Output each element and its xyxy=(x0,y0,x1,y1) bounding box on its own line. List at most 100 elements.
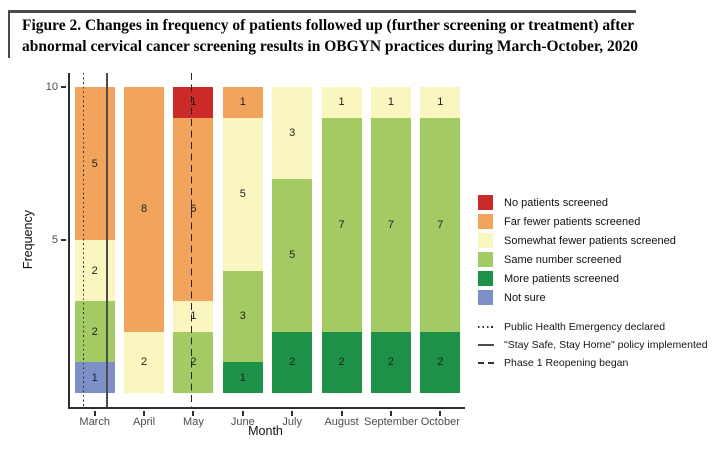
plot-panel: 1 2 2 5 March 2 8 April 2 1 6 1 May 1 3 5 1 June 2 5 3 July 2 7… xyxy=(46,73,465,428)
legend-line-label: Public Health Emergency declared xyxy=(504,321,666,333)
bar-segment-value: 2 xyxy=(437,356,444,369)
vline-solid xyxy=(106,73,109,407)
bar-segment-value: 1 xyxy=(190,310,197,323)
bar-segment: 1 xyxy=(420,87,461,118)
legend-swatch xyxy=(478,252,493,267)
bar-segment-value: 7 xyxy=(437,218,444,231)
bar-segment-value: 7 xyxy=(387,218,394,231)
bar-segment: 2 xyxy=(74,240,115,302)
legend-item: Somewhat fewer patients screened xyxy=(478,231,676,250)
bar-segment: 1 xyxy=(321,87,362,118)
bar-segment-value: 1 xyxy=(190,96,197,109)
x-axis-title: Month xyxy=(248,424,283,438)
x-tick-label: June xyxy=(230,416,255,428)
legend-label: Far fewer patients screened xyxy=(504,215,641,228)
legend-swatch xyxy=(478,214,493,229)
bar-segment-value: 7 xyxy=(338,218,345,231)
legend-item: No patients screened xyxy=(478,193,676,212)
y-axis-tick xyxy=(61,86,66,88)
figure-title-line1: Figure 2. Changes in frequency of patien… xyxy=(22,17,635,34)
x-axis-tick xyxy=(93,411,96,416)
bar-segment-value: 5 xyxy=(239,188,246,201)
bar-segment-value: 2 xyxy=(387,356,394,369)
bar-segment: 2 xyxy=(420,331,461,393)
bar-segment-value: 2 xyxy=(289,356,296,369)
bar-segment: 3 xyxy=(272,87,313,179)
legend-line-item: Phase 1 Reopening began xyxy=(478,354,708,372)
dotted-line-icon xyxy=(478,326,494,328)
x-axis-tick xyxy=(291,411,294,416)
legend-label: Same number screened xyxy=(504,253,622,266)
bar-segment-value: 2 xyxy=(338,356,345,369)
x-axis-tick xyxy=(340,411,343,416)
bar-segment: 2 xyxy=(272,331,313,393)
figure-title-line2: abnormal cervical cancer screening resul… xyxy=(22,38,639,55)
bar-segment: 5 xyxy=(272,178,313,332)
x-axis-tick xyxy=(439,411,442,416)
x-tick-label: September xyxy=(364,416,418,428)
legend-label: Somewhat fewer patients screened xyxy=(504,234,676,247)
legend-item: More patients screened xyxy=(478,269,676,288)
vline-dashed xyxy=(190,73,193,407)
legend-swatch xyxy=(478,195,493,210)
legend-swatch xyxy=(478,271,493,286)
y-axis-tick xyxy=(61,239,66,241)
bar-segment-value: 1 xyxy=(91,371,98,384)
bar-segment: 2 xyxy=(173,331,214,393)
legend-line-label: "Stay Safe, Stay Home" policy implemente… xyxy=(504,339,708,351)
legend-label: More patients screened xyxy=(504,272,619,285)
legend-series: No patients screened Far fewer patients s… xyxy=(478,193,676,307)
legend-lines: Public Health Emergency declared "Stay Sa… xyxy=(478,318,708,372)
bar-segment-value: 6 xyxy=(190,203,197,216)
bar-segment-value: 2 xyxy=(91,325,98,338)
x-tick-label: August xyxy=(324,416,359,428)
bar-segment: 2 xyxy=(321,331,362,393)
bar-segment: 1 xyxy=(370,87,411,118)
bar-segment-value: 2 xyxy=(190,356,197,369)
bar-segment: 1 xyxy=(173,301,214,332)
bar-segment: 7 xyxy=(420,117,461,332)
x-tick-label: October xyxy=(420,416,460,428)
bar-segment: 2 xyxy=(124,331,165,393)
bar-segment-value: 2 xyxy=(91,264,98,277)
bar-segment-value: 1 xyxy=(437,96,444,109)
legend-swatch xyxy=(478,290,493,305)
bar-segment-value: 5 xyxy=(289,249,296,262)
y-tick-label: 10 xyxy=(45,81,58,93)
x-tick-label: April xyxy=(133,416,156,428)
bar-segment: 5 xyxy=(222,117,263,271)
bar-segment: 7 xyxy=(370,117,411,332)
bar-segment: 6 xyxy=(173,117,214,302)
x-tick-label: July xyxy=(282,416,302,428)
y-axis-title: Frequency xyxy=(20,73,36,407)
bar-segment-value: 8 xyxy=(141,203,148,216)
bar-segment-value: 1 xyxy=(239,96,246,109)
bar-segment-value: 1 xyxy=(338,96,345,109)
vline-dotted xyxy=(82,73,85,407)
figure-title: Figure 2. Changes in frequency of patien… xyxy=(22,15,638,57)
y-axis-title-text: Frequency xyxy=(21,210,35,270)
bar-segment: 1 xyxy=(74,362,115,393)
dashed-line-icon xyxy=(478,362,494,364)
bar-segment-value: 3 xyxy=(239,310,246,323)
bar-segment-value: 1 xyxy=(239,371,246,384)
bar-segment-value: 5 xyxy=(91,157,98,170)
bar-segment: 1 xyxy=(222,87,263,118)
solid-line-icon xyxy=(478,344,494,346)
bar-segment: 5 xyxy=(74,87,115,240)
legend-line-item: "Stay Safe, Stay Home" policy implemente… xyxy=(478,336,708,354)
bar-segment-value: 1 xyxy=(387,96,394,109)
y-tick-label: 5 xyxy=(51,234,58,246)
x-tick-label: May xyxy=(183,416,204,428)
legend-swatch xyxy=(478,233,493,248)
top-border-rule xyxy=(8,10,636,13)
x-axis-tick xyxy=(241,411,244,416)
legend-line-label: Phase 1 Reopening began xyxy=(504,357,629,369)
bar-segment: 1 xyxy=(222,362,263,393)
bar-segment: 7 xyxy=(321,117,362,332)
bar-segment: 1 xyxy=(173,87,214,118)
bar-segment-value: 3 xyxy=(289,126,296,139)
bar-segment: 3 xyxy=(222,270,263,363)
bar-segment: 8 xyxy=(124,87,165,332)
